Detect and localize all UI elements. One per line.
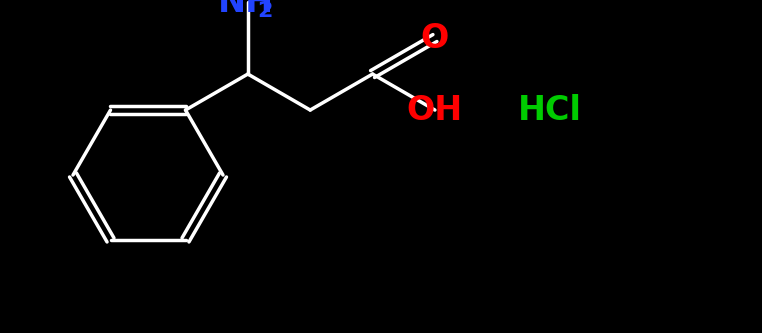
Text: OH: OH xyxy=(407,94,463,127)
Text: O: O xyxy=(421,22,449,55)
Text: NH: NH xyxy=(218,0,274,19)
Text: HCl: HCl xyxy=(518,94,582,127)
Text: 2: 2 xyxy=(258,1,273,21)
